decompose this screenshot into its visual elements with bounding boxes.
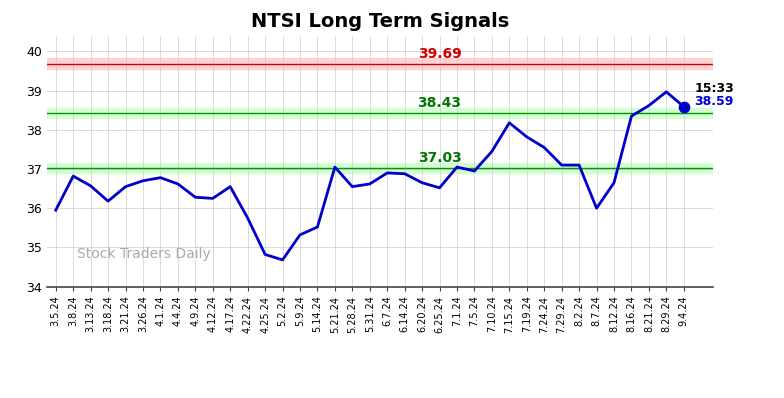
Text: Stock Traders Daily: Stock Traders Daily [77,248,211,261]
Text: 38.59: 38.59 [695,95,734,108]
Point [677,103,690,110]
Text: 15:33: 15:33 [695,82,734,95]
Bar [47,163,713,173]
Text: 38.43: 38.43 [418,96,462,110]
Bar [47,58,713,69]
Title: NTSI Long Term Signals: NTSI Long Term Signals [251,12,510,31]
Text: 37.03: 37.03 [418,152,462,166]
Bar [47,107,713,118]
Text: 39.69: 39.69 [418,47,462,60]
